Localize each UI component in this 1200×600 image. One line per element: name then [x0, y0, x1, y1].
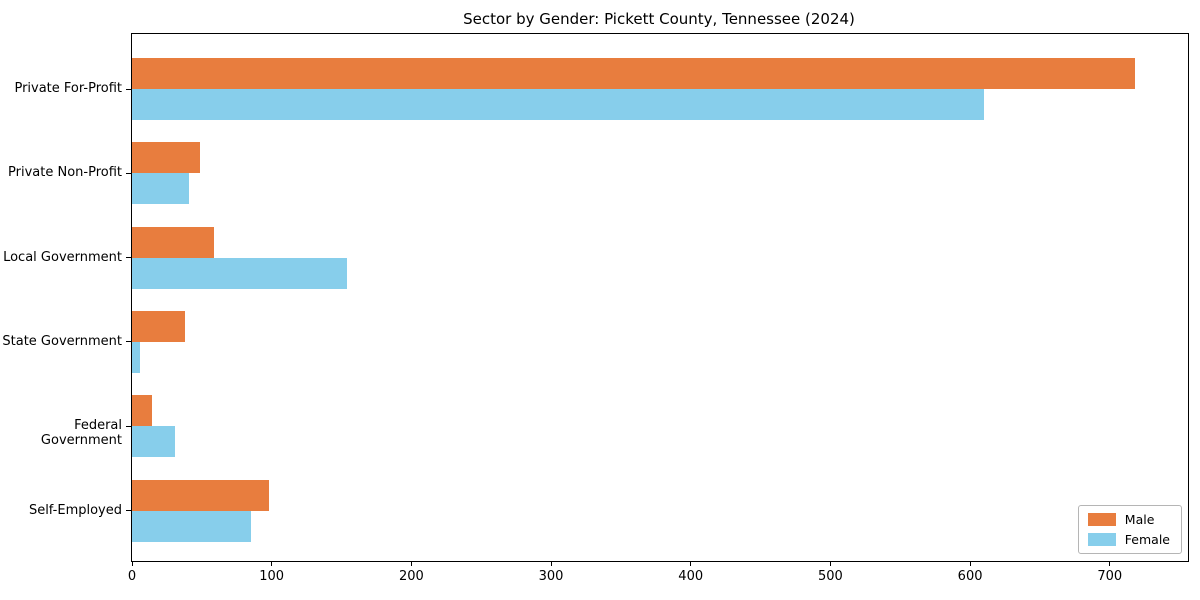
x-tick-label-600: 600 — [957, 569, 983, 584]
y-tick-mark-private-non-profit — [126, 172, 131, 174]
bar-female-local-government — [132, 257, 348, 289]
x-tick-mark-100 — [271, 561, 273, 566]
x-tick-mark-500 — [829, 561, 831, 566]
legend-label-female: Female — [1124, 532, 1170, 547]
y-tick-label-private-non-profit: Private Non-Profit — [8, 165, 122, 181]
x-tick-mark-300 — [550, 561, 552, 566]
y-tick-label-self-employed: Self-Employed — [28, 502, 122, 518]
bar-female-federal-government — [132, 426, 176, 458]
bar-female-state-government — [132, 341, 141, 373]
y-tick-label-private-for-profit: Private For-Profit — [14, 81, 122, 96]
y-tick-mark-private-for-profit — [126, 88, 131, 90]
bar-male-self-employed — [132, 479, 269, 511]
x-tick-mark-700 — [1109, 561, 1111, 566]
bar-male-state-government — [132, 310, 186, 342]
bar-female-private-for-profit — [132, 89, 985, 120]
y-tick-label-state-government: State Government — [2, 333, 122, 349]
legend: Male Female — [1077, 505, 1182, 554]
y-tick-mark-local-government — [126, 257, 131, 259]
x-tick-mark-200 — [410, 561, 412, 566]
legend-item-female: Female — [1087, 532, 1170, 547]
bar-female-private-non-profit — [132, 173, 190, 205]
x-tick-label-300: 300 — [538, 569, 564, 584]
x-tick-label-400: 400 — [678, 569, 704, 584]
x-tick-mark-0 — [131, 561, 133, 566]
x-tick-label-200: 200 — [398, 569, 424, 584]
y-tick-label-federal-government: Federal Government — [40, 418, 122, 449]
x-tick-label-500: 500 — [817, 569, 843, 584]
bar-male-private-non-profit — [132, 142, 201, 174]
x-tick-label-100: 100 — [259, 569, 285, 584]
x-tick-mark-400 — [690, 561, 692, 566]
bar-male-private-for-profit — [132, 58, 1135, 89]
legend-swatch-male-icon — [1087, 513, 1116, 526]
y-tick-mark-state-government — [126, 341, 131, 343]
bar-female-self-employed — [132, 510, 251, 542]
legend-label-male: Male — [1124, 512, 1155, 527]
chart-title: Sector by Gender: Pickett County, Tennes… — [463, 10, 855, 28]
x-tick-mark-600 — [969, 561, 971, 566]
bar-male-federal-government — [132, 395, 152, 427]
legend-swatch-female-icon — [1087, 533, 1116, 546]
y-tick-label-local-government: Local Government — [3, 249, 122, 265]
plot-area: Male Female 0 100 200 300 400 500 600 700 Privat… — [2, 33, 1189, 584]
x-tick-label-0: 0 — [127, 569, 137, 584]
legend-item-male: Male — [1087, 512, 1170, 527]
y-tick-mark-self-employed — [126, 510, 131, 511]
bar-male-local-government — [132, 226, 215, 258]
y-tick-mark-federal-government — [126, 425, 131, 427]
x-tick-label-700: 700 — [1097, 569, 1123, 584]
